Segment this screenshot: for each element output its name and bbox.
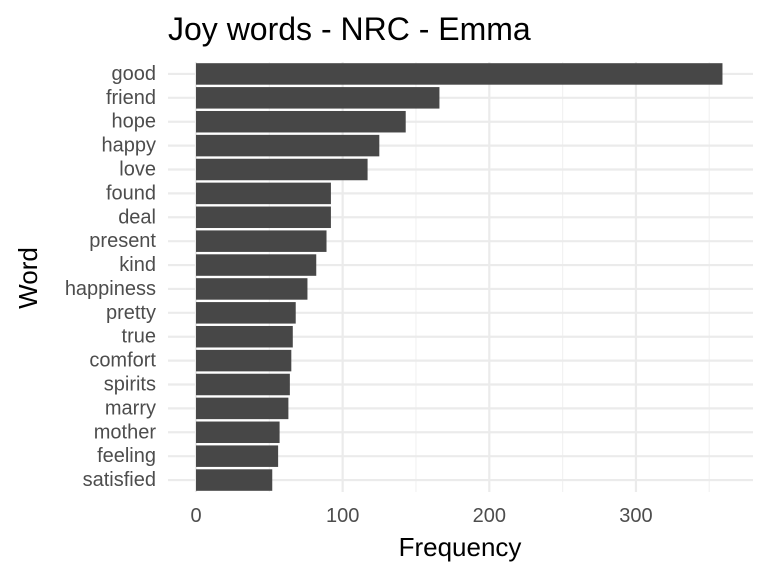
bar-pretty	[196, 302, 296, 324]
y-tick-label: comfort	[89, 350, 156, 372]
x-tick-label: 300	[619, 505, 652, 527]
y-tick-label: hope	[112, 111, 157, 133]
x-tick-labels: 0 100 200 300	[190, 505, 652, 527]
y-tick-label: love	[119, 159, 156, 181]
x-axis-title: Frequency	[399, 532, 522, 562]
y-tick-label: marry	[105, 397, 156, 419]
y-tick-label: spirits	[104, 374, 156, 396]
y-axis-title: Word	[13, 247, 43, 309]
x-tick-label: 100	[326, 505, 359, 527]
y-tick-label: pretty	[106, 302, 156, 324]
bars	[196, 63, 723, 491]
y-tick-label: kind	[119, 254, 156, 276]
y-tick-label: happy	[102, 135, 157, 157]
y-tick-labels: goodfriendhopehappylovefounddealpresentk…	[65, 63, 157, 491]
bar-happy	[196, 134, 380, 157]
bar-true	[196, 325, 293, 348]
bar-hope	[196, 110, 406, 133]
x-tick-label: 0	[190, 505, 201, 527]
y-tick-label: good	[112, 63, 157, 85]
y-tick-label: satisfied	[83, 469, 156, 491]
bar-present	[196, 230, 327, 252]
y-tick-label: present	[89, 230, 156, 252]
y-tick-label: happiness	[65, 278, 156, 300]
bar-good	[196, 63, 723, 85]
x-tick-label: 200	[473, 505, 506, 527]
bar-friend	[196, 87, 440, 109]
bar-love	[196, 158, 368, 181]
bar-mother	[196, 421, 280, 444]
bar-kind	[196, 254, 317, 276]
bar-feeling	[196, 445, 279, 467]
bar-marry	[196, 397, 289, 420]
bar-happiness	[196, 278, 308, 300]
bar-spirits	[196, 373, 290, 396]
y-tick-label: true	[122, 326, 156, 348]
chart-title: Joy words - NRC - Emma	[168, 11, 531, 47]
bar-deal	[196, 206, 331, 229]
y-tick-label: feeling	[97, 445, 156, 467]
bar-satisfied	[196, 469, 273, 491]
bar-found	[196, 182, 331, 205]
y-tick-label: found	[106, 182, 156, 204]
y-tick-label: mother	[94, 421, 157, 443]
y-tick-label: deal	[118, 206, 156, 228]
bar-comfort	[196, 349, 292, 372]
y-tick-label: friend	[106, 87, 156, 109]
